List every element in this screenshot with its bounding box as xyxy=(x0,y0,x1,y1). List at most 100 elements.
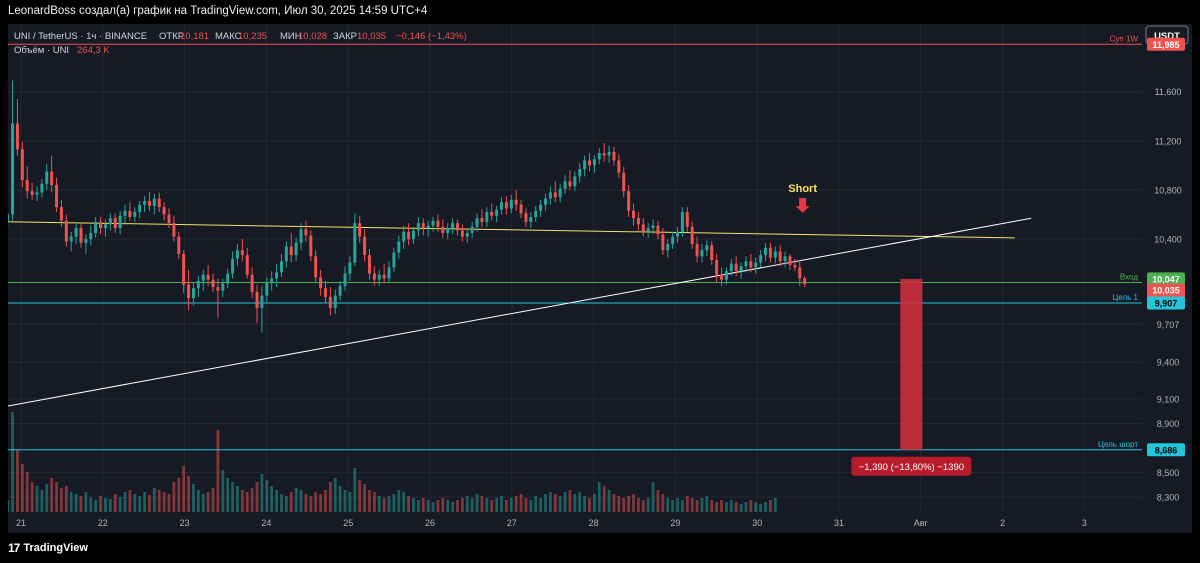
candle-body xyxy=(441,226,445,233)
price-axis[interactable]: 11,600 11,200 10,800 10,400 9,707 9,400 9,100 8… xyxy=(1154,87,1182,503)
volume-bar xyxy=(426,500,430,512)
volume-bar xyxy=(74,494,78,512)
grid xyxy=(8,24,1142,512)
candle-body xyxy=(152,198,156,206)
volume-bar xyxy=(573,494,577,512)
measure-label: −1,390 (−13,80%) −1390 xyxy=(859,462,964,473)
candle-body xyxy=(314,256,318,278)
volume-bar xyxy=(509,498,513,512)
candle-body xyxy=(602,153,606,156)
candle-body xyxy=(465,232,469,237)
volume-bar xyxy=(397,490,401,512)
candle-body xyxy=(319,277,323,289)
candle-body xyxy=(495,209,499,216)
volume-bar xyxy=(617,496,621,512)
volume-bar xyxy=(284,496,288,512)
level-label: Суп 1W xyxy=(1110,34,1139,43)
volume-bar xyxy=(84,492,88,512)
volume-bar xyxy=(333,478,337,512)
price-tick-label: 8,500 xyxy=(1157,468,1180,478)
time-tick-label: Авг xyxy=(914,518,929,528)
candle-body xyxy=(187,284,191,299)
volume-bar xyxy=(480,496,484,512)
time-tick-label: 22 xyxy=(98,518,108,528)
candle-body xyxy=(632,210,636,219)
volume-bar xyxy=(148,495,151,512)
volume-bar xyxy=(656,490,660,512)
volume-bar xyxy=(216,430,220,512)
res-price-badge-bg xyxy=(1147,37,1185,51)
price-chart[interactable]: Суп 1W Вход Цель 1 Цель шорт UNI / TetherUS… xyxy=(0,24,1192,533)
candle-body xyxy=(221,283,225,291)
volume-bar xyxy=(118,497,122,512)
candle-body xyxy=(11,123,15,215)
time-tick-label: 25 xyxy=(343,518,353,528)
candle-body xyxy=(676,231,680,237)
volume-bar xyxy=(773,498,777,512)
volume-bar xyxy=(255,482,259,512)
volume-bar xyxy=(475,494,479,512)
volume-bar xyxy=(524,498,528,512)
volume-bar xyxy=(196,490,200,512)
candle-body xyxy=(94,221,98,233)
trendlines[interactable] xyxy=(0,217,1032,418)
volume-bar xyxy=(20,464,24,512)
tradingview-logo[interactable]: 17 TradingView xyxy=(8,541,88,555)
candle-body xyxy=(333,295,337,308)
candle-body xyxy=(284,246,288,262)
short-annotation[interactable]: Short xyxy=(788,183,817,213)
volume-bar xyxy=(133,494,137,512)
volume-bar xyxy=(460,498,464,512)
candle-body xyxy=(578,169,582,177)
candle-body xyxy=(245,255,249,275)
volume-bar xyxy=(55,482,58,512)
candle-body xyxy=(514,199,518,205)
candle-body xyxy=(15,123,19,150)
short-label[interactable]: Short xyxy=(788,183,817,195)
volume-bar xyxy=(416,500,420,512)
candle-body xyxy=(446,228,450,233)
support-trendline[interactable] xyxy=(0,217,1032,418)
time-tick-label: 29 xyxy=(670,518,680,528)
volume-bar xyxy=(446,500,450,512)
volume-bar xyxy=(260,474,264,512)
volume-bar xyxy=(504,500,508,512)
candle-body xyxy=(612,151,616,161)
candle-body xyxy=(480,218,484,222)
entry-price-badge: 10,047 xyxy=(1152,274,1180,284)
legend-high-label: МАКС xyxy=(215,31,242,42)
legend-low: 10,028 xyxy=(298,31,327,42)
price-tick-label: 11,600 xyxy=(1155,87,1182,97)
legend-close-label: ЗАКР xyxy=(333,31,357,42)
candle-body xyxy=(666,244,670,251)
currency-label[interactable]: USDT xyxy=(1154,31,1180,42)
candle-body xyxy=(279,261,283,273)
chart-area[interactable]: Суп 1W Вход Цель 1 Цель шорт UNI / TetherUS… xyxy=(0,24,1192,533)
candle-body xyxy=(768,247,772,258)
candle-body xyxy=(783,256,787,262)
candle-body xyxy=(778,251,782,262)
candle-body xyxy=(436,220,440,227)
volume-bar xyxy=(187,476,190,512)
res-price-badge: 11,985 xyxy=(1152,40,1179,50)
volume-bar xyxy=(529,500,533,512)
measure-tooltip: −1,390 (−13,80%) −1390 xyxy=(851,456,972,476)
down-arrow-icon xyxy=(795,198,810,213)
candle-body xyxy=(539,204,543,211)
volume-bar xyxy=(676,498,679,512)
legend-open: 10,181 xyxy=(180,31,209,42)
volume-bar xyxy=(211,488,215,512)
level-label: Цель шорт xyxy=(1098,440,1138,449)
target1-price-badge: 9,907 xyxy=(1155,299,1178,309)
time-axis[interactable]: 21 22 23 24 25 26 27 28 29 30 31 Авг 2 3 xyxy=(8,512,1142,533)
measure-bar[interactable] xyxy=(900,278,923,450)
candle-body xyxy=(793,264,797,268)
legend-low-label: МИН xyxy=(280,31,302,42)
volume-bar xyxy=(710,500,714,512)
legend-volume-label: Объём · UNI xyxy=(14,45,69,56)
candle-body xyxy=(773,251,777,258)
measure-range[interactable] xyxy=(900,278,923,450)
candle-body xyxy=(553,192,557,198)
volume-bar xyxy=(544,494,547,512)
